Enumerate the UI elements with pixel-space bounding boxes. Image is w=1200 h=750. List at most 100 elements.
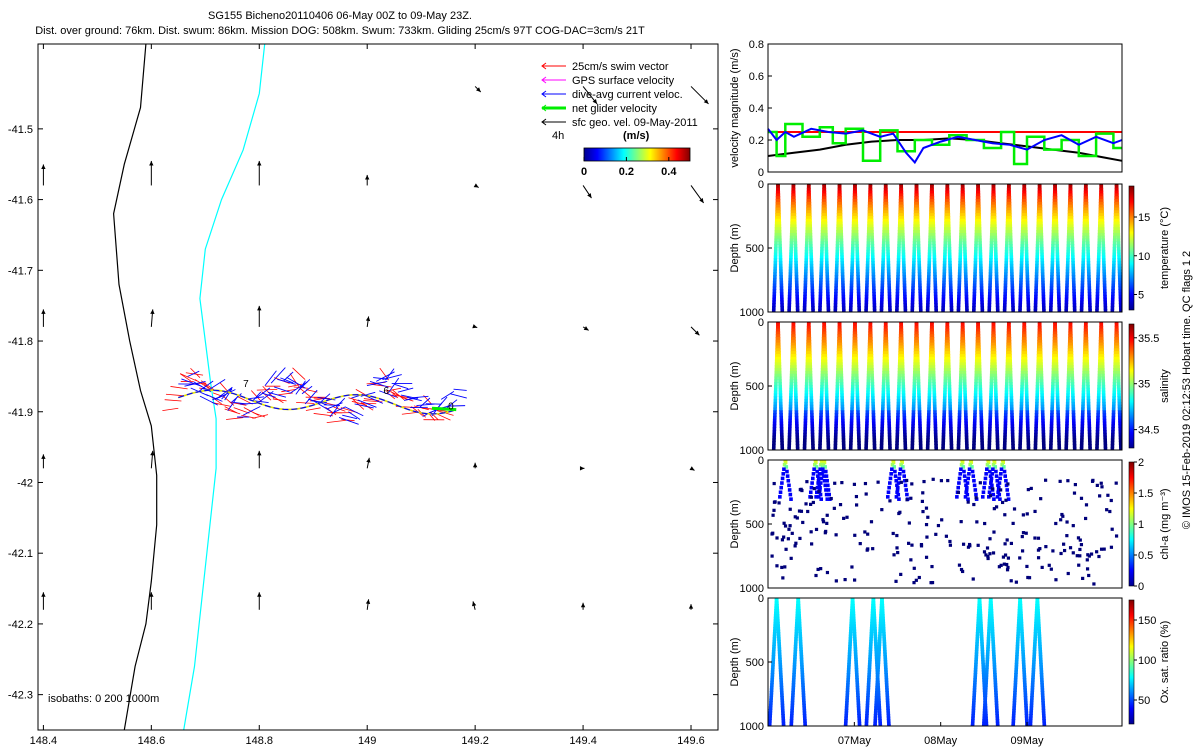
data-point [902, 286, 907, 290]
data-point [778, 238, 782, 243]
data-point [1115, 204, 1120, 209]
data-point [1019, 283, 1023, 288]
data-point [1023, 353, 1028, 358]
data-point [811, 446, 815, 450]
data-point [881, 255, 886, 260]
data-point [773, 393, 778, 398]
data-point [803, 292, 807, 296]
data-point [772, 435, 776, 440]
data-point [835, 390, 839, 395]
data-point [779, 407, 783, 412]
data-point [1069, 207, 1074, 212]
data-point [976, 323, 980, 327]
data-point [787, 297, 792, 302]
data-point [774, 218, 779, 223]
data-point [820, 365, 825, 369]
data-point [1117, 272, 1122, 276]
isobath-note: isobaths: 0 200 1000m [48, 693, 159, 705]
data-point [974, 384, 978, 389]
data-point [868, 325, 873, 330]
data-point [1035, 376, 1040, 381]
data-point [1023, 342, 1027, 347]
data-point [808, 368, 813, 372]
data-point [948, 404, 952, 409]
data-point [866, 382, 871, 386]
data-point [814, 495, 818, 499]
data-point [903, 306, 908, 310]
data-point [840, 269, 845, 274]
data-point [1113, 368, 1117, 372]
data-point [946, 345, 950, 350]
data-point [963, 495, 968, 499]
data-point [958, 401, 962, 406]
data-point [833, 297, 838, 302]
data-point [910, 300, 915, 305]
data-point [933, 421, 938, 426]
data-point [854, 365, 859, 369]
data-point [926, 275, 931, 279]
data-point [794, 415, 799, 420]
data-point [854, 373, 859, 378]
data-point [959, 356, 964, 361]
data-point [896, 413, 900, 417]
data-point [824, 384, 829, 389]
data-point [1053, 323, 1057, 327]
data-point [902, 289, 907, 293]
data-point [957, 277, 962, 282]
data-point [835, 263, 839, 268]
data-point [991, 462, 996, 467]
data-point [774, 230, 779, 234]
data-point [974, 241, 978, 245]
data-point [1003, 286, 1008, 290]
data-point [995, 441, 1000, 445]
data-point [942, 407, 947, 412]
data-point [930, 342, 935, 347]
data-point [979, 401, 983, 406]
data-point [1003, 432, 1007, 437]
data-point [788, 524, 792, 528]
data-point [1055, 401, 1060, 406]
data-point [1069, 339, 1073, 344]
data-point [850, 399, 855, 403]
data-point [1024, 393, 1029, 398]
data-point [823, 353, 828, 358]
data-point [882, 230, 886, 234]
data-point [1055, 393, 1060, 398]
data-point [992, 196, 996, 200]
data-point [1108, 509, 1112, 514]
data-point [980, 446, 985, 450]
data-point [818, 289, 823, 293]
data-point [779, 418, 784, 423]
data-point [991, 185, 996, 189]
data-point [962, 227, 967, 231]
data-point [806, 184, 811, 186]
data-point [836, 218, 841, 223]
data-point [1025, 396, 1029, 400]
data-point [819, 272, 823, 276]
data-point [989, 399, 993, 403]
data-point [942, 421, 946, 426]
data-point [816, 495, 821, 499]
data-point [787, 294, 792, 299]
data-point [1054, 232, 1059, 237]
data-point [1065, 413, 1070, 417]
data-point [864, 289, 869, 293]
data-point [917, 401, 922, 406]
data-point [886, 401, 891, 406]
data-point [807, 187, 811, 192]
data-point [834, 289, 838, 293]
data-point [917, 415, 922, 420]
data-point [989, 232, 994, 237]
data-point [957, 272, 962, 276]
data-point [794, 413, 799, 417]
data-point [975, 348, 979, 352]
data-point [808, 362, 813, 367]
data-point [792, 339, 796, 344]
data-point [956, 306, 961, 310]
data-point [978, 244, 982, 248]
data-point [779, 415, 784, 420]
data-point [855, 379, 859, 383]
data-point [934, 303, 938, 307]
data-point [903, 478, 907, 483]
data-point [1010, 432, 1015, 437]
